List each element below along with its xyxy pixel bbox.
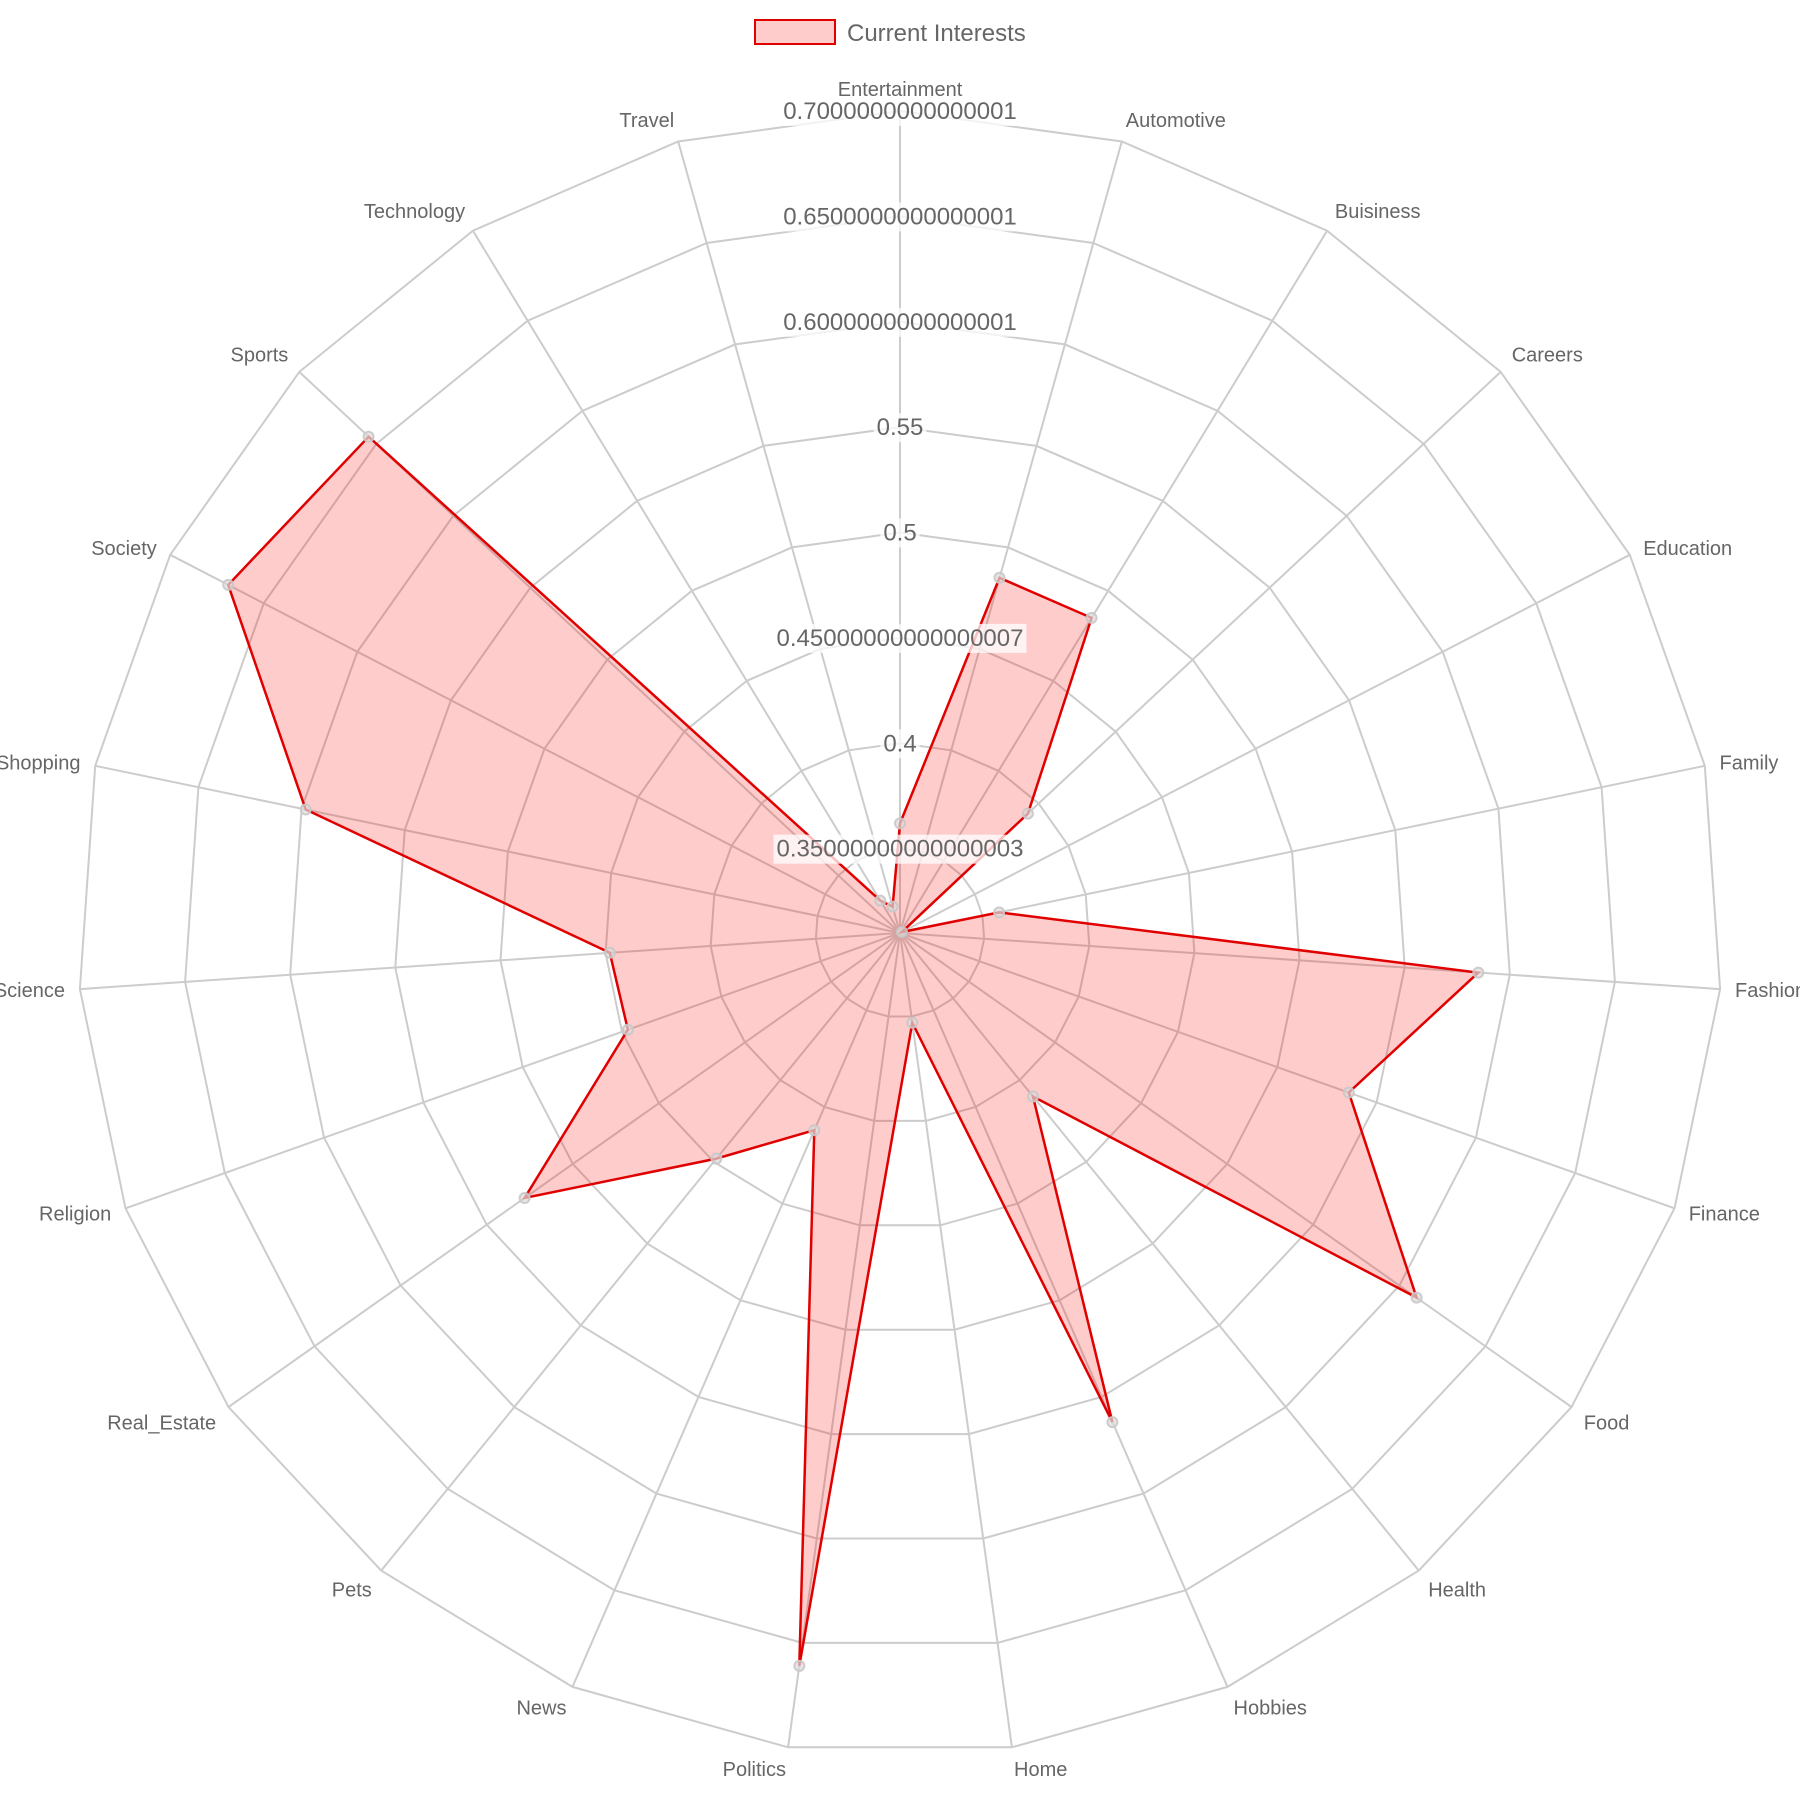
r-tick-backdrop — [773, 834, 1027, 864]
data-point-real_estate[interactable] — [518, 1192, 531, 1204]
legend-swatch[interactable] — [754, 19, 836, 45]
r-tick-backdrop — [780, 202, 1020, 232]
r-tick-backdrop — [780, 97, 1020, 126]
data-point-hobbies[interactable] — [1106, 1416, 1119, 1429]
data-point-entertainment[interactable] — [894, 817, 906, 830]
grid-spoke — [899, 141, 1123, 934]
data-area-layer — [222, 430, 1485, 1672]
grid-spoke — [787, 932, 901, 1748]
category-label-food: Food — [1584, 1413, 1630, 1435]
r-tick-label: 0.6000000000000001 — [783, 309, 1017, 336]
grid-ring — [709, 742, 1091, 1122]
data-point-careers[interactable] — [1021, 807, 1034, 820]
grid-spoke — [899, 932, 1420, 1572]
category-label-entertainment: Entertainment — [838, 79, 963, 101]
legend[interactable]: Current Interests — [754, 19, 1026, 47]
data-point-food[interactable] — [1410, 1291, 1423, 1304]
legend-label[interactable]: Current Interests — [847, 20, 1026, 47]
grid-spoke — [899, 553, 1631, 934]
grid-ring — [604, 636, 1196, 1227]
category-label-automotive: Automotive — [1126, 110, 1226, 132]
r-tick-label: 0.35000000000000003 — [777, 836, 1024, 863]
grid-ring — [289, 320, 1511, 1540]
grid-spoke — [472, 230, 901, 934]
category-label-news: News — [516, 1698, 566, 1720]
category-label-religion: Religion — [39, 1203, 111, 1225]
grid-spoke — [899, 932, 1013, 1748]
data-point-society[interactable] — [222, 578, 235, 591]
r-tick-label: 0.55 — [877, 414, 924, 441]
data-point-health[interactable] — [1027, 1090, 1039, 1103]
data-point-home[interactable] — [906, 1016, 919, 1029]
category-label-politics: Politics — [723, 1759, 786, 1781]
category-label-shopping: Shopping — [0, 753, 81, 775]
category-label-fashion: Fashion — [1735, 980, 1800, 1002]
r-tick-backdrop — [773, 623, 1027, 653]
category-label-science: Science — [0, 980, 65, 1002]
grid-ring — [499, 531, 1301, 1331]
category-label-buisiness: Buisiness — [1335, 201, 1421, 223]
r-tick-backdrop — [880, 518, 920, 548]
category-label-real_estate: Real_Estate — [107, 1413, 216, 1435]
category-label-technology: Technology — [364, 201, 465, 223]
grid-spoke — [899, 932, 1229, 1688]
r-tick-label: 0.45000000000000007 — [777, 625, 1024, 652]
data-point-religion[interactable] — [621, 1023, 634, 1036]
category-label-finance: Finance — [1689, 1203, 1760, 1225]
category-label-travel: Travel — [619, 110, 674, 132]
data-point-news[interactable] — [808, 1124, 821, 1137]
grid-spoke — [380, 932, 901, 1572]
grid-spoke — [169, 553, 901, 934]
data-point-fashion[interactable] — [1472, 966, 1485, 979]
category-label-sports: Sports — [230, 345, 288, 367]
data-point-automotive[interactable] — [993, 571, 1006, 584]
grid-spoke — [899, 764, 1706, 934]
grid-spoke — [899, 932, 1675, 1210]
grid-ring — [814, 847, 986, 1018]
grid-spoke — [125, 932, 901, 1210]
grid-ring — [394, 426, 1406, 1436]
grid-spoke — [227, 932, 901, 1408]
grid-spoke — [899, 932, 1721, 991]
r-tick-label: 0.7000000000000001 — [783, 98, 1017, 125]
r-tick-backdrop — [880, 729, 920, 759]
grid-spoke — [571, 932, 901, 1688]
category-label-society: Society — [91, 538, 157, 560]
category-label-family: Family — [1720, 753, 1779, 775]
data-point-science[interactable] — [603, 946, 616, 959]
category-label-hobbies: Hobbies — [1234, 1698, 1307, 1720]
r-tick-backdrop — [873, 413, 927, 443]
tick-layer: 0.35000000000000003 0.4 0.4500000000000000… — [773, 97, 1027, 864]
r-tick-label: 0.6500000000000001 — [783, 203, 1017, 230]
data-point-shopping[interactable] — [299, 803, 312, 816]
grid-spoke — [79, 932, 901, 991]
grid-spoke — [899, 230, 1328, 934]
grid-spoke — [899, 932, 1573, 1408]
grid-spoke — [94, 764, 901, 934]
r-tick-label: 0.5 — [883, 520, 916, 547]
data-point-pets[interactable] — [710, 1152, 723, 1165]
data-point-travel[interactable] — [886, 900, 899, 913]
r-tick-label: 0.4 — [883, 730, 916, 757]
grid-ring — [184, 215, 1616, 1644]
data-point-sports[interactable] — [362, 430, 375, 443]
grid-ring — [78, 109, 1722, 1749]
category-label-health: Health — [1428, 1579, 1486, 1601]
grid-spoke — [677, 141, 901, 934]
series-area — [226, 434, 1482, 1667]
category-label-home: Home — [1014, 1759, 1067, 1781]
category-label-careers: Careers — [1512, 345, 1583, 367]
data-point-buisiness[interactable] — [1085, 611, 1098, 624]
category-label-pets: Pets — [332, 1579, 372, 1601]
category-label-education: Education — [1643, 538, 1732, 560]
data-point-education[interactable] — [895, 926, 908, 938]
category-label-layer: Entertainment Automotive Buisiness Careers E… — [0, 79, 1800, 1781]
r-tick-backdrop — [780, 307, 1020, 337]
data-point-technology[interactable] — [874, 894, 887, 907]
data-point-family[interactable] — [993, 906, 1006, 919]
data-point-finance[interactable] — [1342, 1086, 1355, 1099]
data-point-politics[interactable] — [793, 1659, 806, 1672]
